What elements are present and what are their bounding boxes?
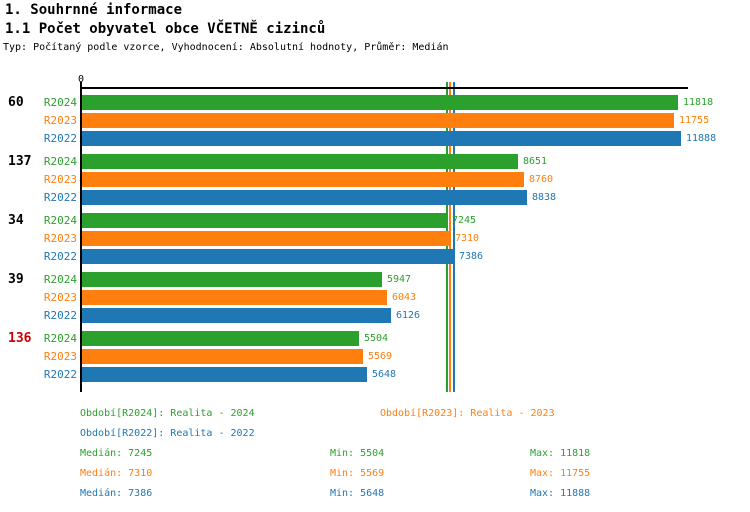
- bar-value-label: 7310: [455, 233, 480, 244]
- stat-max-green: Max: 11818: [530, 448, 591, 459]
- bar-value-label: 5569: [368, 351, 393, 362]
- bar-series-label: R2024: [43, 214, 77, 227]
- bar-value-label: 5947: [387, 274, 412, 285]
- bar-series-label: R2023: [43, 232, 77, 245]
- bar-value-label: 8651: [523, 156, 548, 167]
- bar-value-label: 6043: [392, 292, 417, 303]
- bar-R2024: [82, 95, 678, 110]
- bar-value-label: 8760: [529, 174, 554, 185]
- stat-median-orange: Medián: 7310: [80, 468, 153, 479]
- bar-value-label: 5504: [364, 333, 389, 344]
- bar-R2023: [82, 349, 363, 364]
- bar-series-label: R2022: [43, 132, 77, 145]
- bar-R2022: [82, 367, 367, 382]
- bar-series-label: R2023: [43, 350, 77, 363]
- y-axis-line: [80, 87, 82, 392]
- bar-series-label: R2023: [43, 173, 77, 186]
- bar-series-label: R2022: [43, 368, 77, 381]
- bar-value-label: 11888: [686, 133, 717, 144]
- group-label: 34: [8, 213, 24, 228]
- bar-R2024: [82, 154, 518, 169]
- bar-series-label: R2023: [43, 114, 77, 127]
- bar-value-label: 7245: [452, 215, 477, 226]
- bar-value-label: 8838: [532, 192, 557, 203]
- legend-item-blue: Období[R2022]: Realita - 2022: [80, 428, 255, 439]
- bar-series-label: R2022: [43, 309, 77, 322]
- bar-R2022: [82, 190, 527, 205]
- bar-series-label: R2024: [43, 332, 77, 345]
- group-label: 137: [8, 154, 32, 169]
- stat-max-orange: Max: 11755: [530, 468, 591, 479]
- median-line-R2023: [449, 82, 451, 392]
- median-line-R2022: [453, 82, 455, 392]
- bar-value-label: 7386: [459, 251, 484, 262]
- stat-median-blue: Medián: 7386: [80, 488, 153, 499]
- bar-R2022: [82, 249, 454, 264]
- section-title: 1. Souhrnné informace: [5, 2, 183, 18]
- bar-value-label: 11755: [679, 115, 710, 126]
- bar-R2024: [82, 331, 359, 346]
- stat-max-blue: Max: 11888: [530, 488, 591, 499]
- group-label: 39: [8, 272, 24, 287]
- chart-meta-line: Typ: Počítaný podle vzorce, Vyhodnocení:…: [3, 42, 449, 53]
- legend-item-orange: Období[R2023]: Realita - 2023: [380, 408, 555, 419]
- bar-series-label: R2024: [43, 273, 77, 286]
- legend-item-green: Období[R2024]: Realita - 2024: [80, 408, 255, 419]
- x-axis-line: [80, 87, 688, 89]
- group-label: 136: [8, 331, 32, 346]
- bar-series-label: R2022: [43, 191, 77, 204]
- bar-R2023: [82, 172, 524, 187]
- bar-series-label: R2022: [43, 250, 77, 263]
- x-axis-zero-tick-label: 0: [77, 74, 85, 85]
- bar-value-label: 6126: [396, 310, 421, 321]
- bar-R2024: [82, 272, 382, 287]
- bar-R2022: [82, 308, 391, 323]
- bar-R2023: [82, 231, 450, 246]
- bar-series-label: R2024: [43, 155, 77, 168]
- bar-series-label: R2024: [43, 96, 77, 109]
- zero-tick-mark: [80, 82, 82, 87]
- stat-min-blue: Min: 5648: [330, 488, 385, 499]
- stat-min-green: Min: 5504: [330, 448, 385, 459]
- chart-title: 1.1 Počet obyvatel obce VČETNĚ cizinců: [5, 21, 326, 37]
- bar-value-label: 5648: [372, 369, 397, 380]
- stat-min-orange: Min: 5569: [330, 468, 385, 479]
- stat-median-green: Medián: 7245: [80, 448, 153, 459]
- bar-R2023: [82, 290, 387, 305]
- group-label: 60: [8, 95, 24, 110]
- bar-R2024: [82, 213, 447, 228]
- bar-value-label: 11818: [683, 97, 714, 108]
- bar-R2022: [82, 131, 681, 146]
- bar-series-label: R2023: [43, 291, 77, 304]
- bar-R2023: [82, 113, 674, 128]
